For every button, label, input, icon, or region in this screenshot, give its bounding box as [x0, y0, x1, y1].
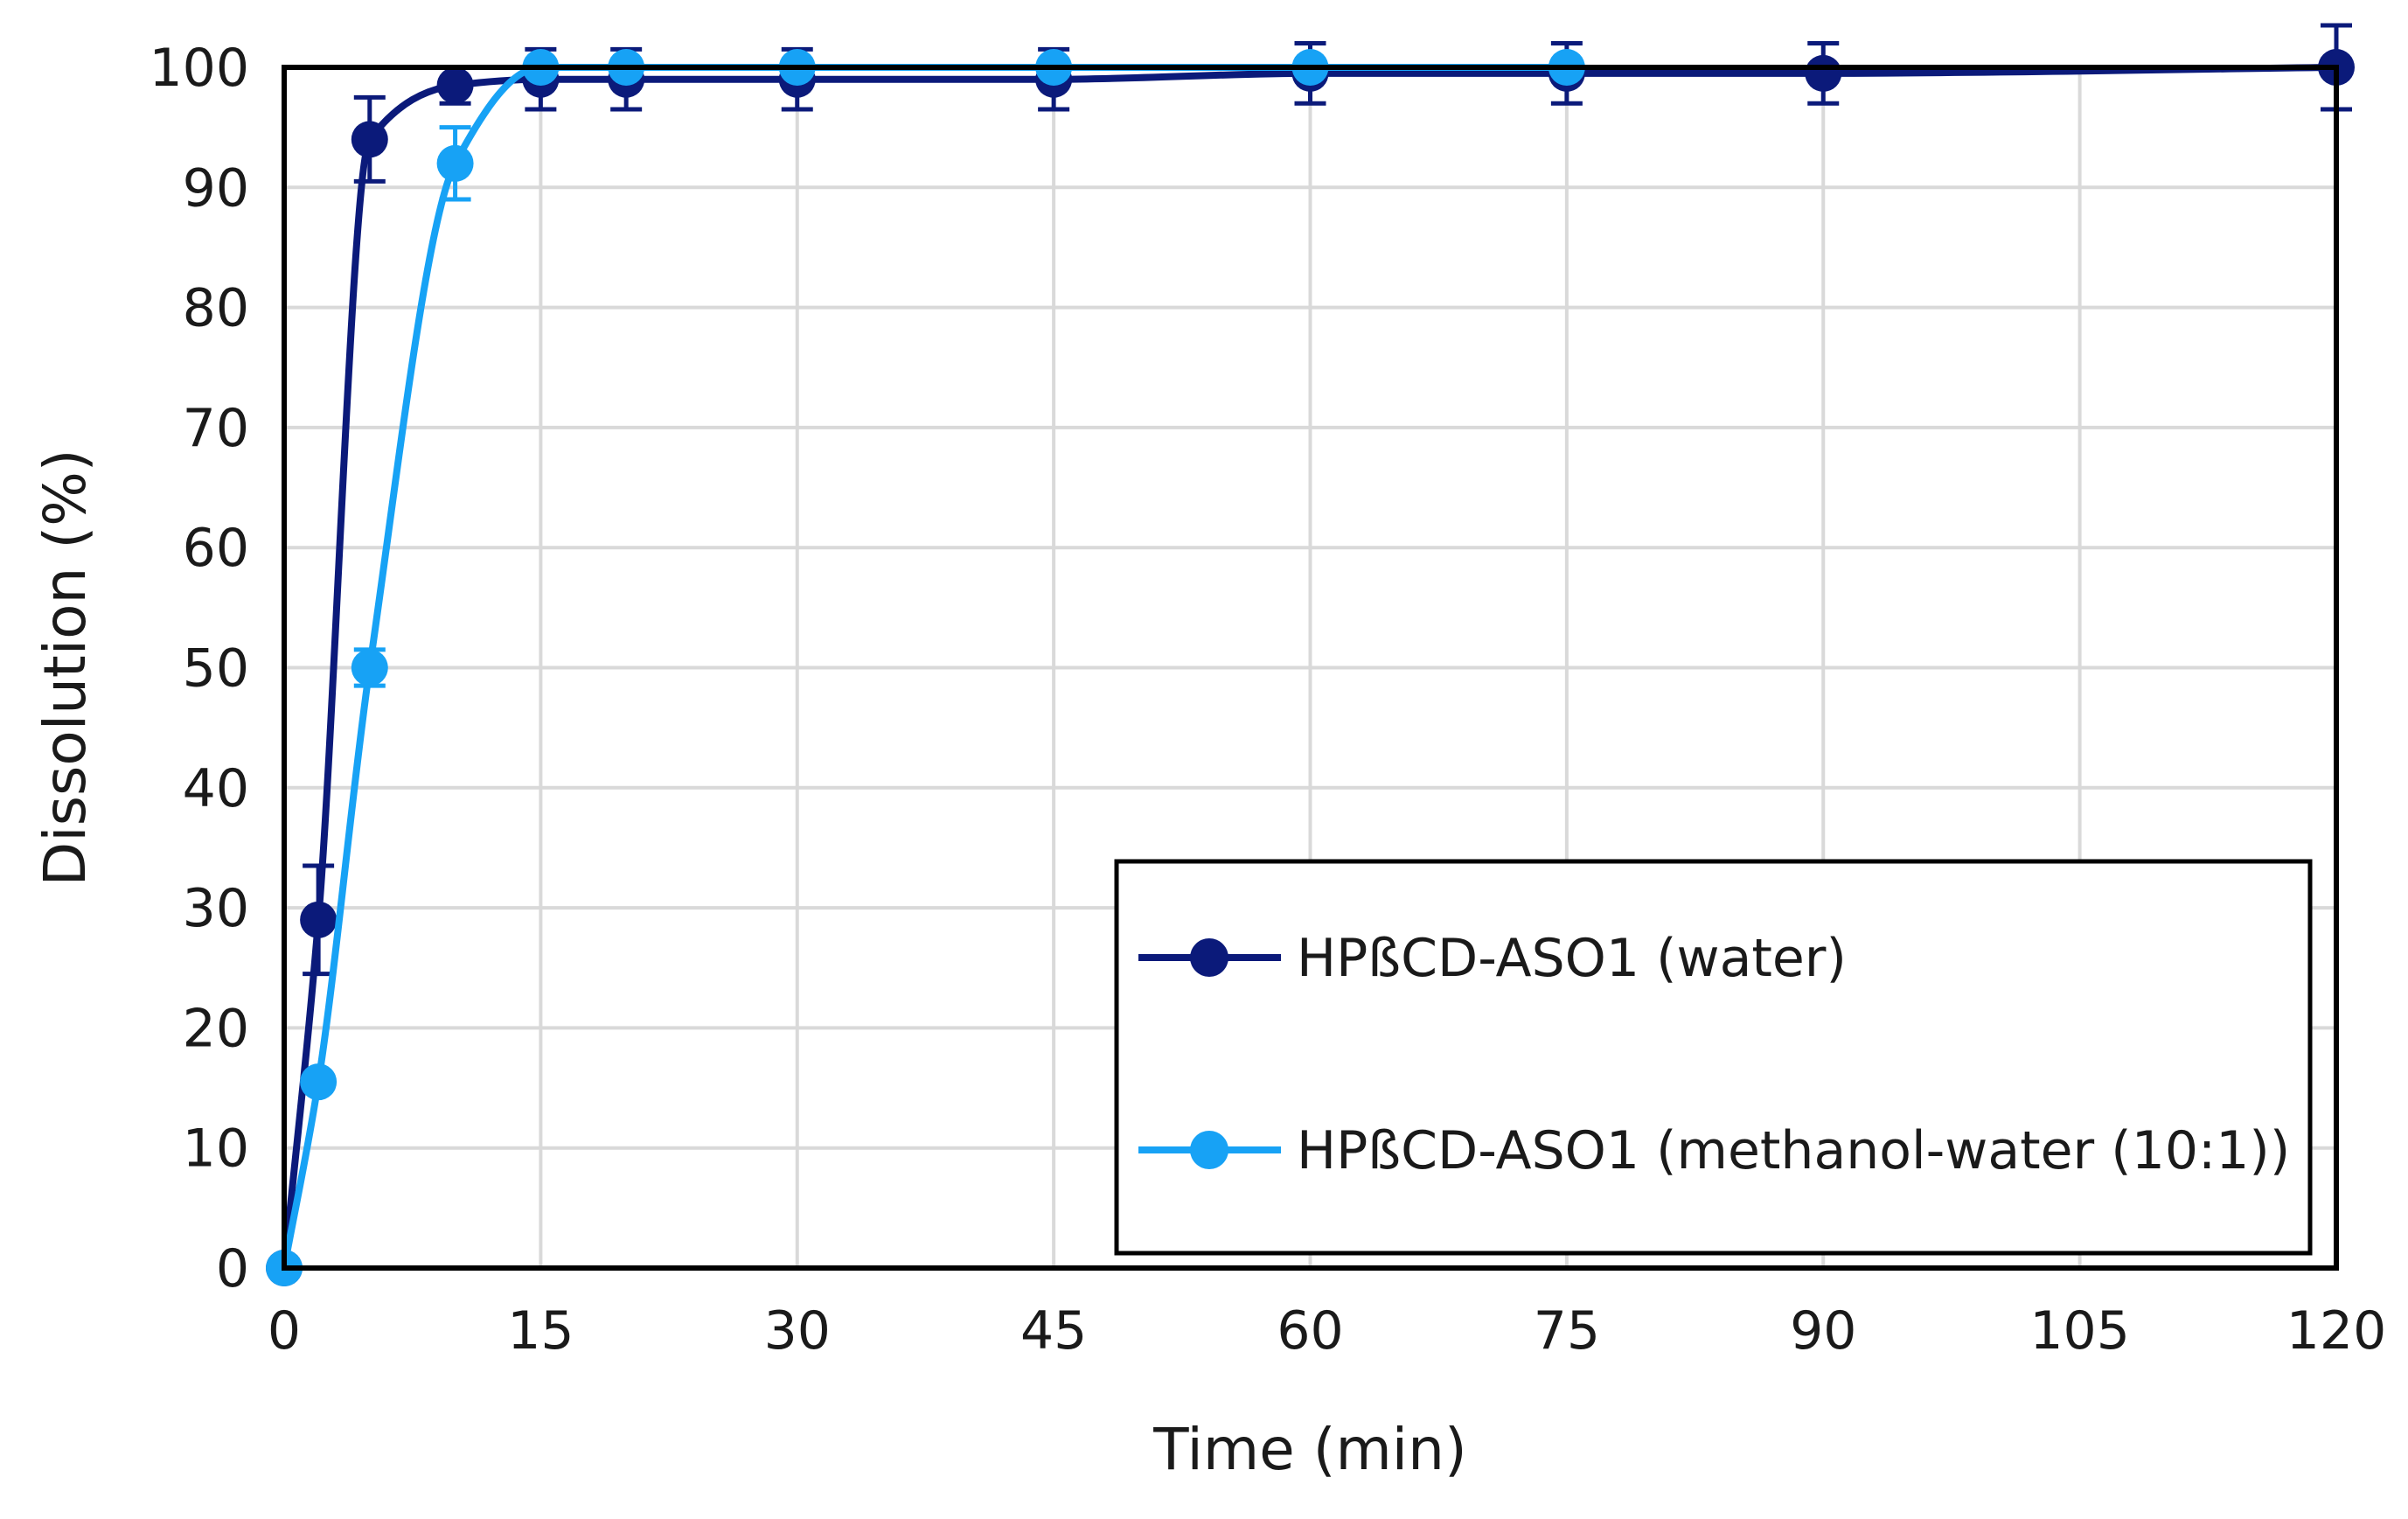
y-tick-label: 30: [183, 878, 249, 939]
x-tick-label: 120: [2286, 1300, 2387, 1362]
y-tick-label: 10: [183, 1118, 249, 1180]
x-tick-label: 75: [1534, 1300, 1600, 1362]
data-point: [1805, 54, 1842, 92]
legend-label-water: HPßCD-ASO1 (water): [1297, 928, 1847, 989]
y-axis-title: Dissolution (%): [31, 449, 99, 886]
y-tick-label: 80: [183, 278, 249, 339]
legend-box: [1114, 859, 2313, 1256]
x-tick-label: 90: [1790, 1300, 1856, 1362]
y-tick-label: 90: [183, 157, 249, 219]
x-axis-title: Time (min): [1152, 1416, 1466, 1483]
legend-marker-water: [1190, 938, 1228, 977]
data-point: [436, 144, 474, 182]
legend-label-methanol-water: HPßCD-ASO1 (methanol-water (10:1)): [1297, 1120, 2290, 1181]
data-point: [436, 66, 474, 104]
plot-area-frame: [282, 65, 2339, 1271]
x-tick-label: 105: [2029, 1300, 2130, 1362]
y-tick-label: 100: [149, 38, 249, 99]
y-tick-label: 20: [183, 998, 249, 1059]
y-tick-label: 50: [183, 638, 249, 700]
y-tick-label: 40: [183, 758, 249, 819]
y-tick-label: 70: [183, 398, 249, 459]
axis-ticks: 0 10 20 30 40 50 60 70 80 90 100 0 15 30 45 60 75 90 105 12…: [149, 38, 2386, 1362]
data-point: [351, 649, 388, 686]
x-tick-label: 0: [268, 1300, 301, 1362]
x-tick-label: 45: [1020, 1300, 1087, 1362]
y-tick-label: 0: [216, 1238, 249, 1300]
data-point: [351, 121, 388, 158]
legend-marker-methanol-water: [1190, 1131, 1228, 1169]
x-tick-label: 60: [1277, 1300, 1343, 1362]
legend: HPßCD-ASO1 (water) HPßCD-ASO1 (methanol-…: [1114, 859, 2313, 1256]
data-point: [300, 901, 338, 938]
x-tick-label: 30: [764, 1300, 831, 1362]
x-tick-label: 15: [507, 1300, 574, 1362]
y-tick-label: 60: [183, 518, 249, 579]
data-point: [300, 1063, 338, 1101]
